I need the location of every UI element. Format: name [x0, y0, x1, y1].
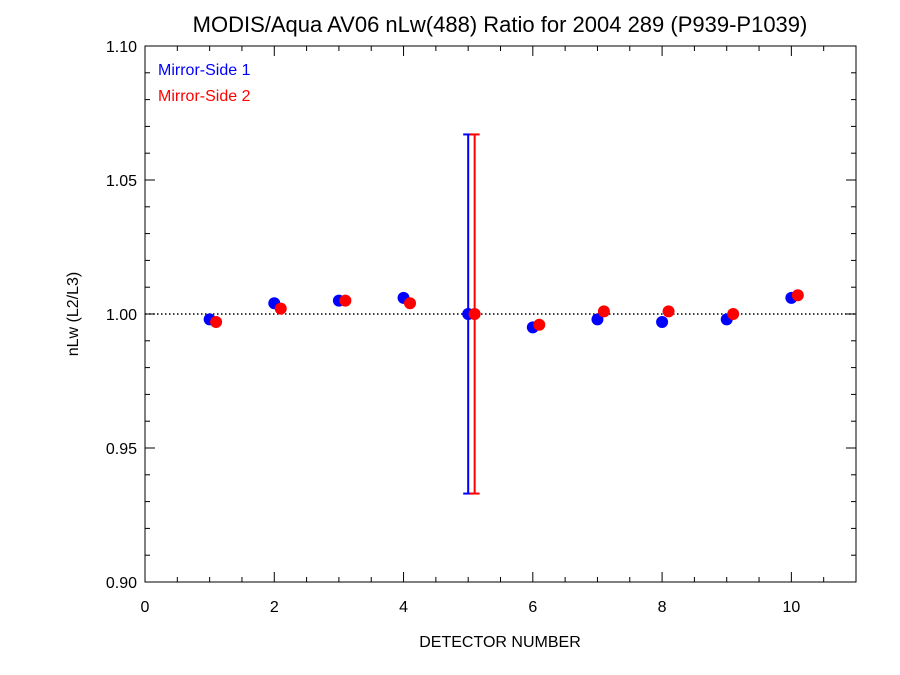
legend-entry: Mirror-Side 1 [158, 62, 251, 79]
data-point [404, 297, 417, 310]
legend-entry: Mirror-Side 2 [158, 88, 251, 105]
data-point [591, 313, 604, 326]
data-point [533, 318, 546, 331]
data-point [656, 316, 669, 329]
axis-tick-labels: 0 2 4 6 8 10 0.90 0.95 1.00 1.05 1.10 [106, 39, 801, 616]
data-points [203, 289, 804, 334]
axis-ticks [144, 45, 857, 583]
x-tick-label: 8 [658, 599, 667, 616]
x-axis-label: DETECTOR NUMBER [419, 634, 581, 651]
chart-title: MODIS/Aqua AV06 nLw(488) Ratio for 2004 … [193, 12, 808, 37]
data-point [339, 294, 352, 307]
x-tick-label: 2 [270, 599, 279, 616]
y-tick-label: 0.90 [106, 575, 137, 592]
x-tick-label: 10 [782, 599, 800, 616]
data-point [662, 305, 675, 318]
x-tick-label: 6 [528, 599, 537, 616]
x-tick-label: 0 [141, 599, 150, 616]
data-point [468, 308, 481, 320]
y-tick-label: 1.10 [106, 39, 137, 56]
x-tick-label: 4 [399, 599, 408, 616]
y-tick-label: 1.00 [106, 307, 137, 324]
data-point [791, 289, 804, 302]
y-axis-label: nLw (L2/L3) [65, 272, 82, 357]
y-tick-label: 0.95 [106, 441, 137, 458]
data-point [597, 305, 610, 318]
data-point [274, 302, 287, 315]
data-point [210, 316, 223, 329]
y-tick-label: 1.05 [106, 173, 137, 190]
data-point [727, 308, 740, 320]
legend: Mirror-Side 1 Mirror-Side 2 [158, 62, 251, 105]
